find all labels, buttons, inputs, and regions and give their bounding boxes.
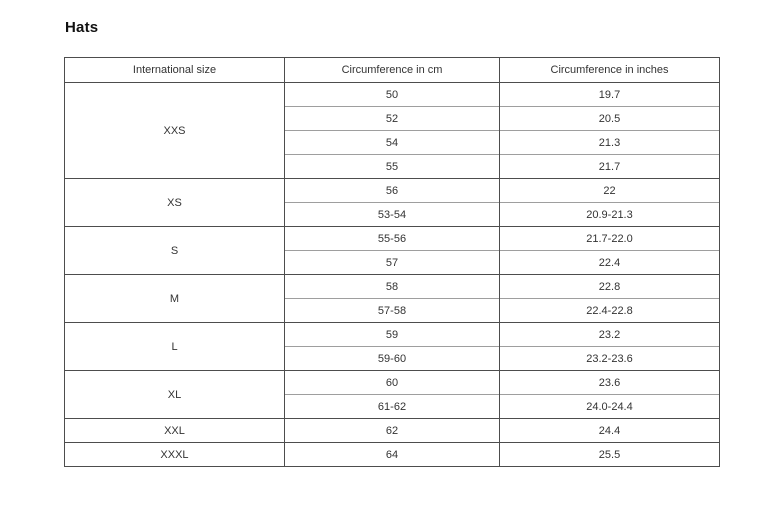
inches-cell: 20.5	[499, 106, 720, 131]
inches-cell: 22.8	[499, 274, 720, 299]
cm-cell: 58	[284, 274, 500, 299]
inches-cell: 24.4	[499, 418, 720, 443]
size-cell: XXL	[64, 418, 285, 443]
table-row: XXL 62 24.4	[64, 418, 720, 443]
size-cell: M	[64, 274, 285, 323]
inches-cell: 19.7	[499, 82, 720, 107]
cm-cell: 50	[284, 82, 500, 107]
size-cell: L	[64, 322, 285, 371]
table-row: 52 20.5	[65, 106, 720, 131]
header-circumference-cm: Circumference in cm	[284, 57, 500, 83]
table-row: XXXL 64 25.5	[64, 442, 720, 467]
header-international-size: International size	[64, 57, 285, 83]
inches-cell: 22.4	[499, 250, 720, 275]
inches-cell: 20.9-21.3	[499, 202, 720, 227]
cm-cell: 59-60	[284, 346, 500, 371]
table-row: 57-58 22.4-22.8	[65, 298, 720, 323]
table-row: 55 21.7	[65, 154, 720, 179]
inches-cell: 25.5	[499, 442, 720, 467]
inches-cell: 22.4-22.8	[499, 298, 720, 323]
inches-cell: 24.0-24.4	[499, 394, 720, 419]
table-row: 57 22.4	[65, 250, 720, 275]
header-circumference-inches: Circumference in inches	[499, 57, 720, 83]
size-cell: XXS	[64, 82, 285, 179]
table-row: 61-62 24.0-24.4	[65, 394, 720, 419]
cm-cell: 55-56	[284, 226, 500, 251]
table-row: XXS 50 19.7	[64, 82, 720, 179]
table-row: 54 21.3	[65, 130, 720, 155]
size-cell: S	[64, 226, 285, 275]
cm-cell: 64	[284, 442, 500, 467]
size-cell: XL	[64, 370, 285, 419]
table-row: L 59 23.2	[64, 322, 720, 371]
cm-cell: 57	[284, 250, 500, 275]
cm-cell: 61-62	[284, 394, 500, 419]
table-row: 53-54 20.9-21.3	[65, 202, 720, 227]
cm-cell: 53-54	[284, 202, 500, 227]
cm-cell: 55	[284, 154, 500, 179]
cm-cell: 60	[284, 370, 500, 395]
cm-cell: 62	[284, 418, 500, 443]
inches-cell: 23.2	[499, 322, 720, 347]
table-row: M 58 22.8	[64, 274, 720, 323]
table-row: XS 56 22	[64, 178, 720, 227]
inches-cell: 22	[499, 178, 720, 203]
cm-cell: 59	[284, 322, 500, 347]
inches-cell: 21.7	[499, 154, 720, 179]
inches-cell: 23.2-23.6	[499, 346, 720, 371]
hat-size-table: International size Circumference in cm C…	[64, 57, 720, 467]
inches-cell: 21.7-22.0	[499, 226, 720, 251]
table-header-row: International size Circumference in cm C…	[64, 57, 720, 83]
table-row: XL 60 23.6	[64, 370, 720, 419]
page-title: Hats	[65, 19, 99, 36]
cm-cell: 57-58	[284, 298, 500, 323]
inches-cell: 23.6	[499, 370, 720, 395]
table-row: S 55-56 21.7-22.0	[64, 226, 720, 275]
table-row: 59-60 23.2-23.6	[65, 346, 720, 371]
cm-cell: 56	[284, 178, 500, 203]
cm-cell: 54	[284, 130, 500, 155]
size-cell: XXXL	[64, 442, 285, 467]
inches-cell: 21.3	[499, 130, 720, 155]
cm-cell: 52	[284, 106, 500, 131]
size-cell: XS	[64, 178, 285, 227]
